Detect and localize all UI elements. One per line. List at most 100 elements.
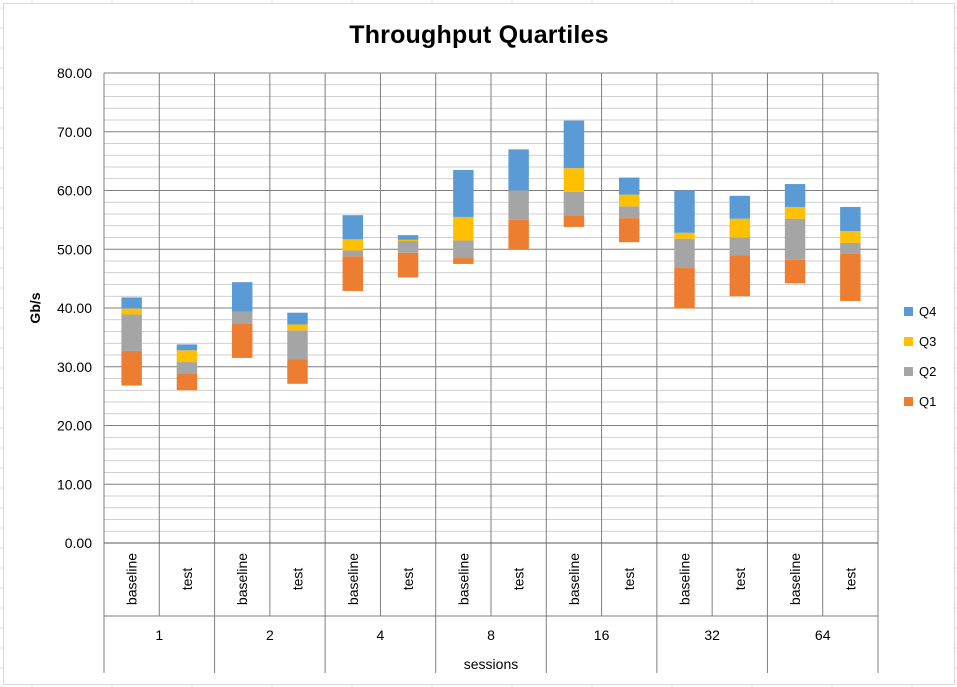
bar-q2-2: [231, 311, 253, 324]
legend-label-q4: Q4: [919, 303, 937, 319]
x-category-label: test: [179, 568, 195, 591]
y-axis-title: Gb/s: [27, 292, 43, 323]
bar-q1-0: [121, 350, 142, 386]
bar-q4-7: [508, 149, 529, 191]
chart-title: Throughput Quartiles: [349, 21, 609, 49]
bar-q3-3: [287, 324, 308, 331]
x-group-label: 4: [377, 627, 385, 643]
x-axis-title: sessions: [464, 656, 518, 672]
chart-plot: 0.00 10.00 20.00 30.00 40.00 50.00 60.00 70.00 8…: [27, 65, 879, 673]
bar-q1-9: [618, 218, 640, 243]
bar-q2-13: [840, 242, 861, 254]
bar-q4-12: [784, 184, 806, 207]
y-tick-label: 20.00: [57, 418, 92, 434]
bar-q1-5: [397, 252, 419, 278]
x-category-label: baseline: [345, 553, 361, 605]
y-tick-label: 0.00: [65, 535, 92, 551]
bar-q1-2: [231, 323, 253, 358]
x-category-label: test: [400, 568, 416, 591]
x-group-label: 32: [704, 627, 720, 643]
legend-swatch-q3: [904, 336, 913, 346]
x-group-label: 8: [487, 627, 495, 643]
bar-q1-3: [287, 359, 308, 384]
bar-q4-0: [121, 297, 142, 309]
bar-q4-9: [618, 177, 640, 195]
x-category-label: test: [732, 568, 748, 591]
bar-q1-7: [508, 219, 529, 250]
bar-q4-8: [563, 120, 585, 169]
bar-q4-11: [729, 195, 751, 219]
bar-q2-10: [674, 238, 695, 269]
y-tick-label: 50.00: [57, 241, 92, 257]
y-tick-label: 30.00: [57, 359, 92, 375]
x-category-label: baseline: [677, 553, 693, 605]
x-category-label: baseline: [455, 553, 471, 605]
bar-q1-6: [453, 258, 474, 264]
x-group-label: 16: [594, 627, 610, 643]
bar-q3-6: [453, 216, 474, 241]
legend-swatch-q2: [904, 366, 913, 376]
bar-q4-1: [176, 344, 198, 351]
y-tick-label: 60.00: [57, 183, 92, 199]
bar-q2-3: [287, 330, 308, 360]
x-category-label: test: [842, 568, 858, 591]
y-tick-label: 80.00: [57, 65, 92, 81]
x-group-label: 2: [266, 627, 274, 643]
bar-q2-9: [618, 206, 640, 219]
legend-swatch-q4: [904, 306, 913, 316]
chart-legend: Q4 Q3 Q2 Q1: [904, 296, 936, 416]
y-tick-label: 40.00: [57, 300, 92, 316]
bar-q4-3: [287, 312, 308, 325]
chart-container[interactable]: 0.00 10.00 20.00 30.00 40.00 50.00 60.00 70.00 8…: [3, 3, 955, 685]
x-category-label: baseline: [234, 553, 250, 605]
bar-q1-12: [784, 259, 806, 284]
bar-q4-2: [231, 282, 253, 312]
bar-q3-0: [121, 308, 142, 315]
bar-q3-1: [176, 350, 198, 363]
bar-q3-8: [563, 168, 585, 192]
x-group-label: 64: [815, 627, 831, 643]
bar-q3-13: [840, 231, 861, 243]
legend-item-q2: Q2: [904, 356, 936, 386]
bar-q1-4: [342, 256, 364, 291]
bar-q4-4: [342, 215, 364, 240]
bar-q1-1: [176, 373, 198, 391]
legend-item-q1: Q1: [904, 386, 936, 416]
bar-q3-4: [342, 239, 364, 251]
bar-q1-10: [674, 268, 695, 309]
bar-q2-7: [508, 190, 529, 220]
legend-item-q4: Q4: [904, 296, 936, 326]
x-category-label: test: [290, 568, 306, 591]
x-category-label: baseline: [566, 553, 582, 605]
x-category-label: baseline: [124, 553, 140, 605]
bar-q2-0: [121, 314, 142, 351]
bar-q2-4: [342, 250, 364, 257]
bar-q2-5: [397, 241, 419, 253]
bar-q2-11: [729, 237, 751, 256]
legend-label-q1: Q1: [919, 393, 937, 409]
bar-q1-11: [729, 255, 751, 297]
bar-q3-9: [618, 194, 640, 207]
legend-item-q3: Q3: [904, 326, 936, 356]
bar-q4-5: [397, 235, 419, 240]
x-category-label: baseline: [787, 553, 803, 605]
bar-q3-5: [397, 239, 419, 242]
y-tick-label: 10.00: [57, 476, 92, 492]
bar-q2-1: [176, 362, 198, 374]
bar-q4-10: [674, 190, 695, 233]
bar-q1-13: [840, 253, 861, 301]
legend-label-q3: Q3: [919, 333, 937, 349]
x-category-label: test: [621, 568, 637, 591]
legend-swatch-q1: [904, 396, 913, 406]
bar-q3-10: [674, 232, 695, 239]
bar-q2-6: [453, 240, 474, 259]
bar-q3-12: [784, 206, 806, 219]
bar-q2-8: [563, 191, 585, 216]
bar-q4-6: [453, 169, 474, 217]
bar-q4-13: [840, 206, 861, 232]
legend-label-q2: Q2: [919, 363, 937, 379]
x-category-label: test: [511, 568, 527, 591]
bar-q1-8: [563, 215, 585, 227]
bar-q2-12: [784, 218, 806, 260]
x-group-label: 1: [155, 627, 163, 643]
